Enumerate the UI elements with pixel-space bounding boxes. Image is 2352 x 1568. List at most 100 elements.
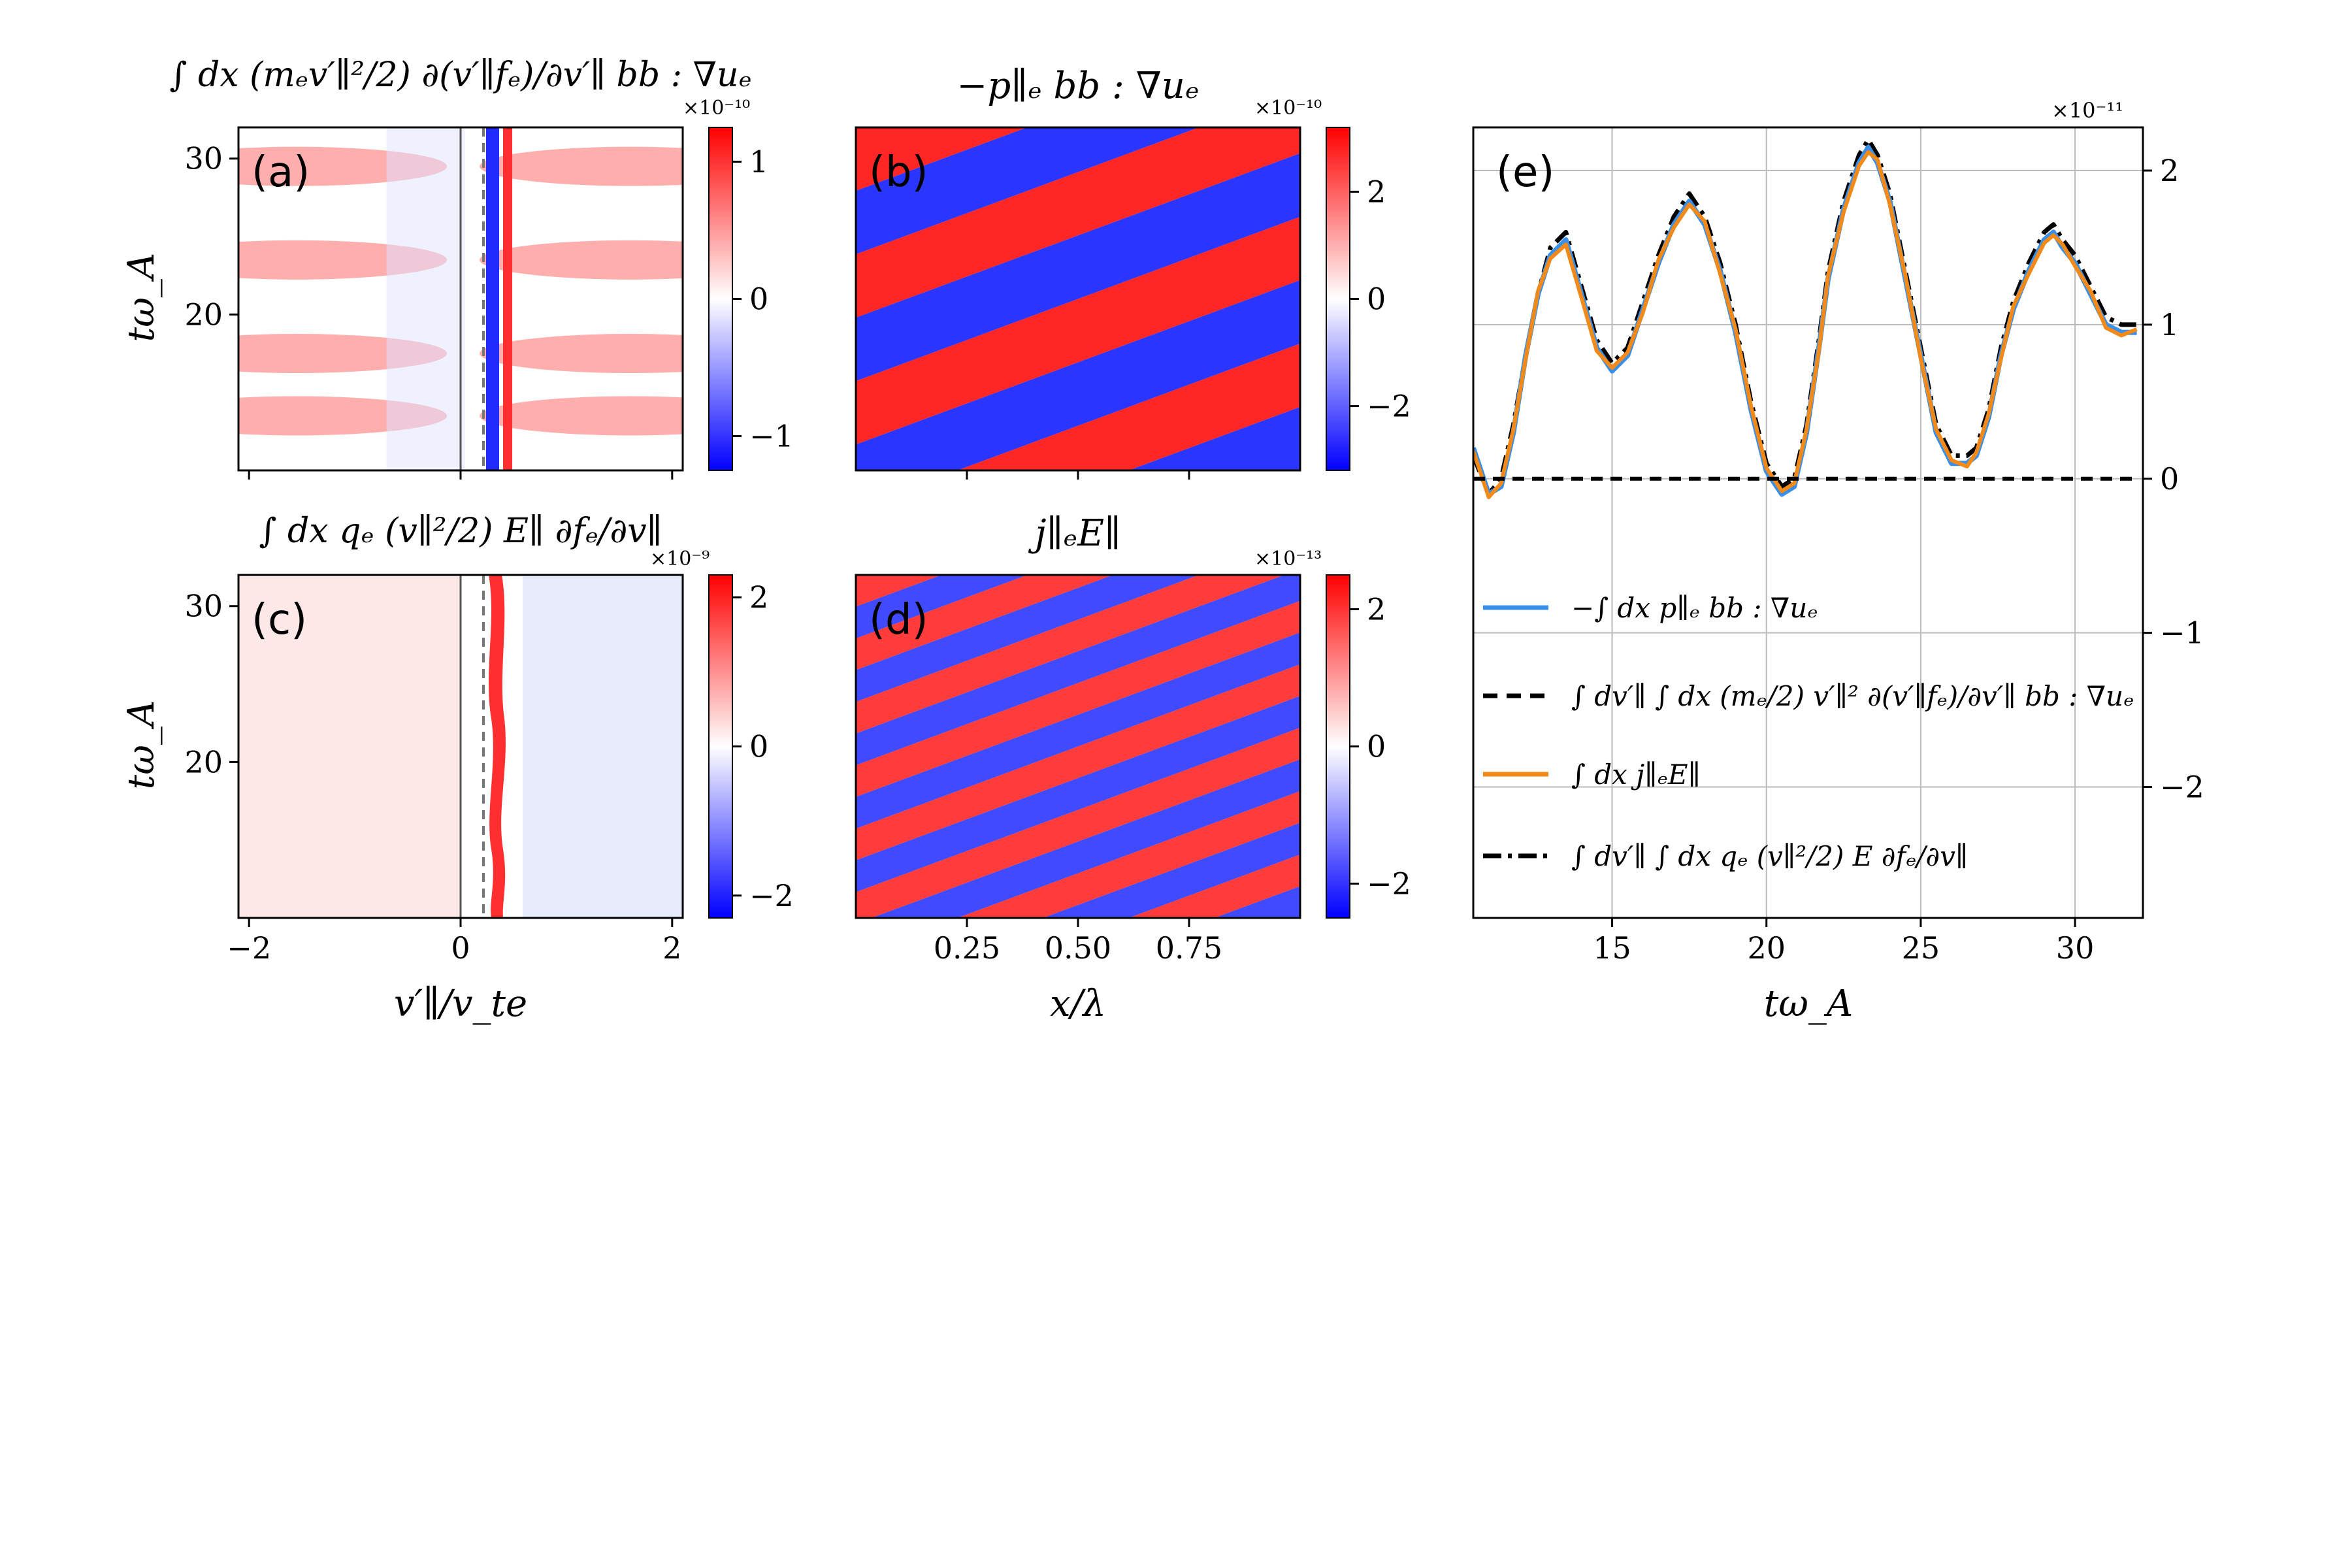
colorbar-tick-label: 0 — [1367, 282, 1386, 317]
y-tick-label: 1 — [2160, 307, 2179, 342]
x-tick-label: 0 — [451, 930, 470, 966]
heat-blob-right — [480, 334, 683, 374]
y-tick-label: 30 — [184, 589, 223, 624]
panel-d-xlabel: x/λ — [1050, 983, 1106, 1025]
x-tick-label: 15 — [1593, 930, 1631, 966]
panel-b: −p∥ₑ bb : ∇uₑ (b) −2 0 2 ×10⁻¹⁰ — [855, 0, 1411, 480]
heat-stripe — [856, 575, 1028, 639]
heat-stripe — [856, 575, 1113, 670]
panel-d: j∥ₑE∥ (d) 0.25 0.50 0.75 x/λ −2 0 2 ×10⁻¹³ — [855, 512, 1411, 1146]
heat-faint-blue — [386, 127, 465, 470]
x-tick-label: 2 — [662, 930, 681, 966]
panel-d-colorbar-ticks: −2 0 2 — [1350, 592, 1411, 902]
panel-c-label: (c) — [252, 596, 307, 644]
heat-stripe — [957, 791, 1300, 918]
panel-e-frame — [1472, 126, 2144, 919]
panel-e-xlabel: tω_A — [1764, 983, 1854, 1025]
panel-c-xlabel: v′∥/v_te — [394, 983, 527, 1025]
panel-a-title: ∫ dx (mₑv′∥²/2) ∂(v′∥fₑ)/∂v′∥ bb : ∇uₑ — [169, 56, 751, 95]
heat-stripe — [856, 727, 1300, 918]
panel-b-axes — [966, 470, 1190, 480]
panel-a-colorbar-ticks: −1 0 1 — [732, 144, 794, 454]
colorbar-tick-label: 2 — [749, 580, 768, 615]
panel-a-field — [238, 127, 683, 470]
colorbar-tick-label: 0 — [749, 282, 768, 317]
panel-e-legend: −∫ dx p∥ₑ bb : ∇uₑ ∫ dv′∥ ∫ dx (mₑ/2) v′∥… — [1483, 592, 2134, 872]
colorbar-tick-label: −2 — [1367, 389, 1411, 424]
heat-faint-red — [238, 575, 461, 918]
panel-e-exponent: ×10⁻¹¹ — [2051, 98, 2123, 123]
panel-d-heatmap — [856, 575, 1300, 1146]
heat-stripe — [856, 0, 1300, 64]
heat-stripe — [856, 600, 1300, 797]
legend-label: ∫ dv′∥ ∫ dx qₑ (v∥²/2) E ∂fₑ/∂v∥ — [1571, 840, 1968, 872]
heat-stripe — [856, 280, 1300, 470]
panel-a-colorbar — [708, 127, 733, 471]
heat-blob-right — [480, 240, 683, 280]
panel-a-ylabel: tω_A — [120, 253, 163, 342]
colorbar-tick-label: 1 — [749, 144, 768, 180]
x-tick-label: 30 — [2056, 930, 2095, 966]
panel-d-colorbar — [1326, 574, 1350, 919]
series-line-3 — [1473, 150, 2138, 500]
heat-stripe — [856, 127, 1028, 191]
panel-c-ylabel: tω_A — [120, 700, 163, 790]
panel-d-axes: 0.25 0.50 0.75 — [934, 918, 1222, 966]
y-tick-label: −1 — [2160, 615, 2204, 651]
x-tick-label: −2 — [227, 930, 271, 966]
panel-d-field — [856, 575, 1300, 1146]
legend-label: ∫ dv′∥ ∫ dx (mₑ/2) v′∥² ∂(v′∥fₑ)/∂v′∥ bb… — [1571, 680, 2134, 712]
colorbar-tick-label: 0 — [1367, 729, 1386, 764]
panel-e-series — [1473, 137, 2138, 500]
heat-stripe — [856, 950, 1300, 1146]
panel-c-heatmap — [238, 575, 683, 918]
heat-blob-right — [480, 146, 683, 186]
panel-c-colorbar — [708, 574, 733, 919]
colorbar-tick-label: −1 — [749, 419, 794, 454]
panel-a-label: (a) — [252, 148, 310, 197]
colorbar-tick-label: 2 — [1367, 592, 1386, 627]
panel-b-title: −p∥ₑ bb : ∇uₑ — [956, 65, 1199, 107]
panel-d-title: j∥ₑE∥ — [1028, 512, 1121, 555]
heat-stripe — [1214, 886, 1300, 918]
x-tick-label: 0.75 — [1156, 930, 1222, 966]
y-tick-label: 30 — [184, 141, 223, 176]
panel-d-label: (d) — [869, 596, 928, 644]
panel-b-heatmap — [856, 0, 1300, 470]
heat-stripe — [856, 664, 1300, 860]
heat-blob-right — [480, 396, 683, 436]
panel-d-colorbar-exponent: ×10⁻¹³ — [1254, 547, 1322, 570]
panel-a-colorbar-exponent: ×10⁻¹⁰ — [683, 97, 750, 120]
panel-b-label: (b) — [869, 148, 928, 197]
panel-e-label: (e) — [1496, 148, 1554, 197]
x-tick-label: 0.50 — [1045, 930, 1111, 966]
legend-label: ∫ dx j∥ₑE∥ — [1571, 759, 1701, 791]
y-tick-label: 20 — [184, 744, 223, 779]
panel-b-colorbar-exponent: ×10⁻¹⁰ — [1254, 97, 1322, 120]
heat-stripe — [856, 575, 1300, 766]
panel-c-colorbar-ticks: −2 0 2 — [732, 580, 794, 913]
panel-c-title: ∫ dx qₑ (v∥²/2) E∥ ∂fₑ/∂v∥ — [259, 512, 662, 551]
x-tick-label: 25 — [1902, 930, 1940, 966]
colorbar-tick-label: −2 — [1367, 866, 1411, 902]
heat-stripe — [856, 0, 1300, 127]
heat-stripe — [1128, 406, 1300, 470]
panel-c: ∫ dx qₑ (v∥²/2) E∥ ∂fₑ/∂v∥ (c) −2 0 22030 … — [120, 512, 794, 1025]
x-tick-label: 20 — [1747, 930, 1786, 966]
heat-stripe — [856, 632, 1300, 829]
heat-stripe — [1043, 823, 1300, 918]
heat-stripe — [856, 575, 1199, 702]
panel-a-heatmap — [238, 127, 683, 470]
colorbar-tick-label: 0 — [749, 729, 768, 764]
heat-stripe — [856, 696, 1300, 892]
panel-c-band-positive — [489, 575, 506, 918]
y-tick-label: 20 — [184, 297, 223, 332]
heat-stripe — [856, 153, 1300, 382]
panel-a: ∫ dx (mₑv′∥²/2) ∂(v′∥fₑ)/∂v′∥ bb : ∇uₑ (… — [120, 56, 794, 480]
panel-e-axes: 15 20 25 30 −2 −1 0 1 2 — [1593, 153, 2204, 966]
panel-c-field — [238, 575, 683, 918]
panel-c-axes: −2 0 2 20 30 — [184, 589, 681, 966]
panel-b-colorbar — [1326, 127, 1350, 471]
heat-stripe — [856, 127, 1300, 318]
